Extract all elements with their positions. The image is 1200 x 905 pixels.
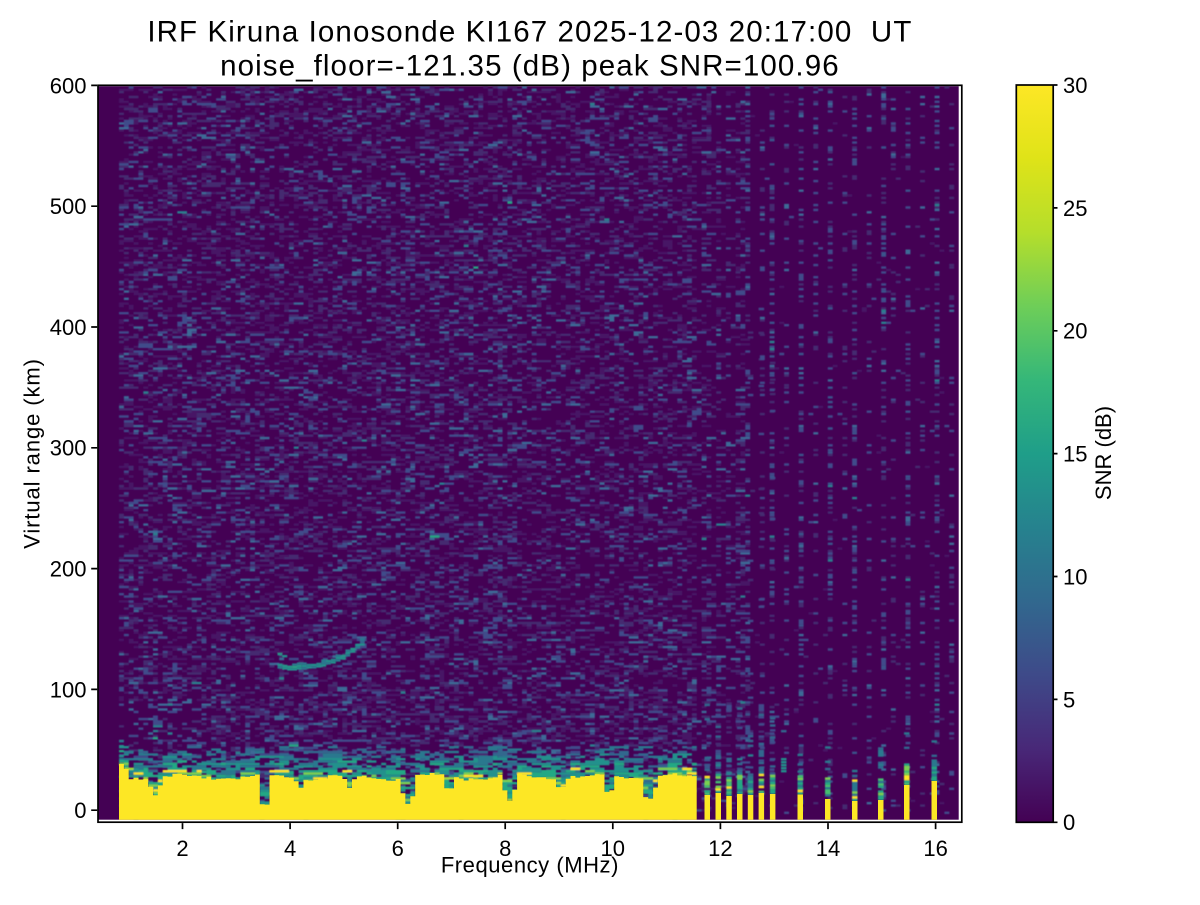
svg-text:IRF Kiruna Ionosonde KI167 202: IRF Kiruna Ionosonde KI167 2025-12-03 20… (147, 15, 912, 48)
svg-text:0: 0 (74, 798, 86, 823)
svg-text:400: 400 (50, 315, 87, 340)
svg-text:12: 12 (708, 836, 732, 861)
svg-text:Frequency (MHz): Frequency (MHz) (441, 853, 619, 878)
svg-text:8: 8 (499, 836, 511, 861)
svg-text:30: 30 (1063, 73, 1087, 98)
svg-text:100: 100 (50, 677, 87, 702)
svg-text:5: 5 (1063, 687, 1075, 712)
svg-text:600: 600 (50, 73, 87, 98)
svg-text:16: 16 (923, 836, 947, 861)
svg-text:20: 20 (1063, 319, 1087, 344)
svg-text:14: 14 (816, 836, 840, 861)
svg-text:500: 500 (50, 194, 87, 219)
svg-text:6: 6 (392, 836, 404, 861)
svg-text:Virtual range (km): Virtual range (km) (20, 358, 45, 549)
svg-text:4: 4 (284, 836, 296, 861)
svg-text:SNR (dB): SNR (dB) (1091, 406, 1116, 500)
svg-text:10: 10 (601, 836, 625, 861)
svg-text:300: 300 (50, 436, 87, 461)
svg-text:noise_floor=-121.35 (dB) peak: noise_floor=-121.35 (dB) peak SNR=100.96 (220, 49, 840, 82)
svg-text:10: 10 (1063, 564, 1087, 589)
svg-text:25: 25 (1063, 196, 1087, 221)
svg-text:2: 2 (176, 836, 188, 861)
svg-text:0: 0 (1063, 810, 1075, 835)
svg-text:15: 15 (1063, 442, 1087, 467)
svg-text:200: 200 (50, 557, 87, 582)
